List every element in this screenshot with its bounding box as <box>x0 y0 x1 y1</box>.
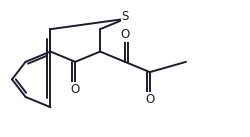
Text: S: S <box>121 10 129 23</box>
Text: O: O <box>145 93 154 106</box>
Text: O: O <box>120 28 130 41</box>
Text: O: O <box>71 83 80 95</box>
